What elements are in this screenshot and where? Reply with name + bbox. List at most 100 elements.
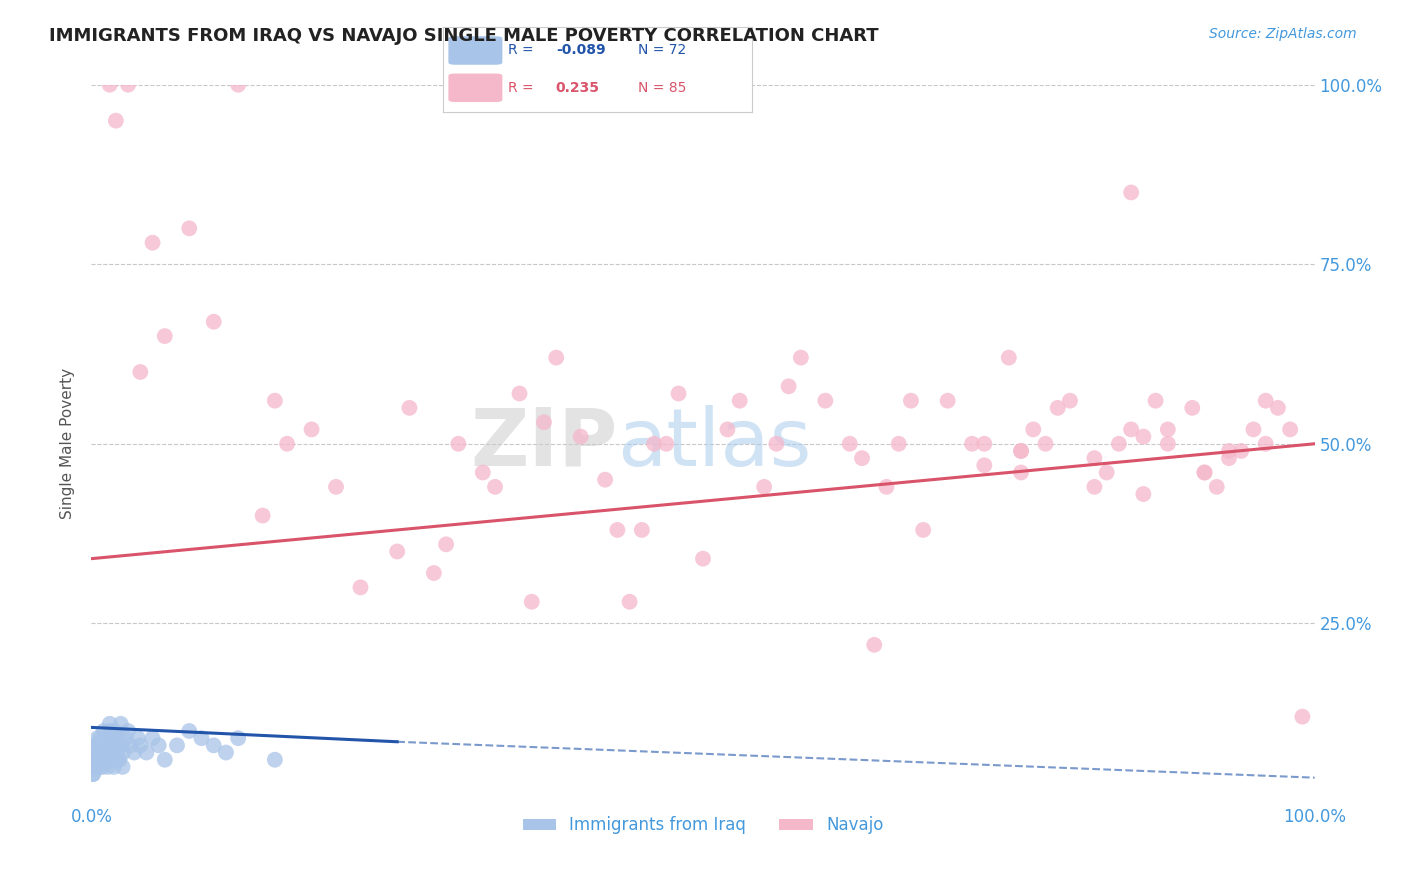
Point bbox=[434, 537, 457, 551]
Point bbox=[655, 436, 678, 450]
Text: 0.235: 0.235 bbox=[555, 81, 600, 95]
Point bbox=[98, 724, 121, 739]
Point bbox=[122, 746, 145, 760]
Point bbox=[1218, 451, 1240, 466]
Point bbox=[93, 724, 115, 739]
Point bbox=[141, 731, 163, 746]
Point bbox=[385, 544, 409, 558]
Point bbox=[1267, 401, 1289, 415]
Point bbox=[82, 760, 104, 774]
Point bbox=[104, 739, 127, 753]
Point bbox=[692, 551, 714, 566]
Point bbox=[998, 351, 1021, 365]
Point bbox=[301, 422, 323, 436]
Point bbox=[83, 746, 105, 760]
Point bbox=[96, 753, 118, 767]
Point bbox=[179, 221, 201, 235]
Point bbox=[97, 760, 120, 774]
Point bbox=[1157, 436, 1180, 450]
Point bbox=[728, 393, 751, 408]
Point bbox=[90, 746, 112, 760]
Point bbox=[83, 746, 105, 760]
Point bbox=[765, 436, 787, 450]
Text: N = 72: N = 72 bbox=[638, 44, 686, 57]
Point bbox=[96, 731, 118, 746]
Point bbox=[887, 436, 910, 450]
Point bbox=[94, 746, 117, 760]
Legend: Immigrants from Iraq, Navajo: Immigrants from Iraq, Navajo bbox=[516, 810, 890, 841]
Point bbox=[1121, 186, 1143, 200]
Point bbox=[960, 436, 983, 450]
Point bbox=[226, 78, 249, 92]
Point bbox=[593, 473, 616, 487]
Point bbox=[110, 716, 132, 731]
Point bbox=[423, 566, 446, 580]
Point bbox=[111, 760, 134, 774]
Point bbox=[900, 393, 922, 408]
Point bbox=[569, 429, 592, 443]
Point bbox=[875, 480, 898, 494]
Point bbox=[117, 78, 139, 92]
Point bbox=[87, 753, 110, 767]
Point bbox=[643, 436, 665, 450]
Point bbox=[108, 739, 131, 753]
Point bbox=[1010, 444, 1032, 458]
Text: R =: R = bbox=[508, 44, 538, 57]
FancyBboxPatch shape bbox=[449, 74, 502, 102]
Point bbox=[141, 235, 163, 250]
Point bbox=[104, 746, 127, 760]
Point bbox=[264, 393, 287, 408]
Point bbox=[90, 739, 112, 753]
Point bbox=[716, 422, 738, 436]
Point bbox=[1230, 444, 1253, 458]
Point bbox=[107, 731, 129, 746]
Point bbox=[1035, 436, 1057, 450]
Point bbox=[129, 739, 152, 753]
Point bbox=[1144, 393, 1167, 408]
Point bbox=[1254, 393, 1277, 408]
Point bbox=[83, 753, 105, 767]
Point bbox=[838, 436, 860, 450]
Point bbox=[82, 767, 104, 781]
Point bbox=[97, 739, 120, 753]
Point bbox=[83, 760, 105, 774]
Point bbox=[509, 386, 531, 401]
Point bbox=[101, 739, 124, 753]
Point bbox=[252, 508, 274, 523]
Point bbox=[127, 731, 149, 746]
Point bbox=[89, 731, 111, 746]
Point bbox=[668, 386, 690, 401]
Point bbox=[546, 351, 568, 365]
Point bbox=[447, 436, 470, 450]
Point bbox=[863, 638, 886, 652]
Point bbox=[619, 595, 641, 609]
Point bbox=[973, 436, 995, 450]
Point bbox=[103, 760, 125, 774]
Point bbox=[606, 523, 628, 537]
FancyBboxPatch shape bbox=[449, 37, 502, 64]
Point bbox=[202, 315, 225, 329]
Point bbox=[814, 393, 837, 408]
Point bbox=[790, 351, 813, 365]
Point bbox=[1132, 429, 1154, 443]
Point bbox=[108, 753, 131, 767]
Y-axis label: Single Male Poverty: Single Male Poverty bbox=[60, 368, 76, 519]
Point bbox=[325, 480, 347, 494]
Point bbox=[190, 731, 212, 746]
Point bbox=[111, 739, 134, 753]
Point bbox=[1095, 466, 1118, 480]
Point bbox=[778, 379, 800, 393]
Point bbox=[94, 753, 117, 767]
Point bbox=[153, 329, 176, 343]
Point bbox=[1279, 422, 1302, 436]
Point bbox=[202, 739, 225, 753]
Point bbox=[82, 767, 104, 781]
Point bbox=[533, 415, 555, 429]
Point bbox=[98, 746, 121, 760]
Point bbox=[87, 746, 110, 760]
Point bbox=[87, 746, 110, 760]
Point bbox=[98, 716, 121, 731]
Point bbox=[91, 760, 114, 774]
Point bbox=[1083, 451, 1105, 466]
Point bbox=[129, 365, 152, 379]
